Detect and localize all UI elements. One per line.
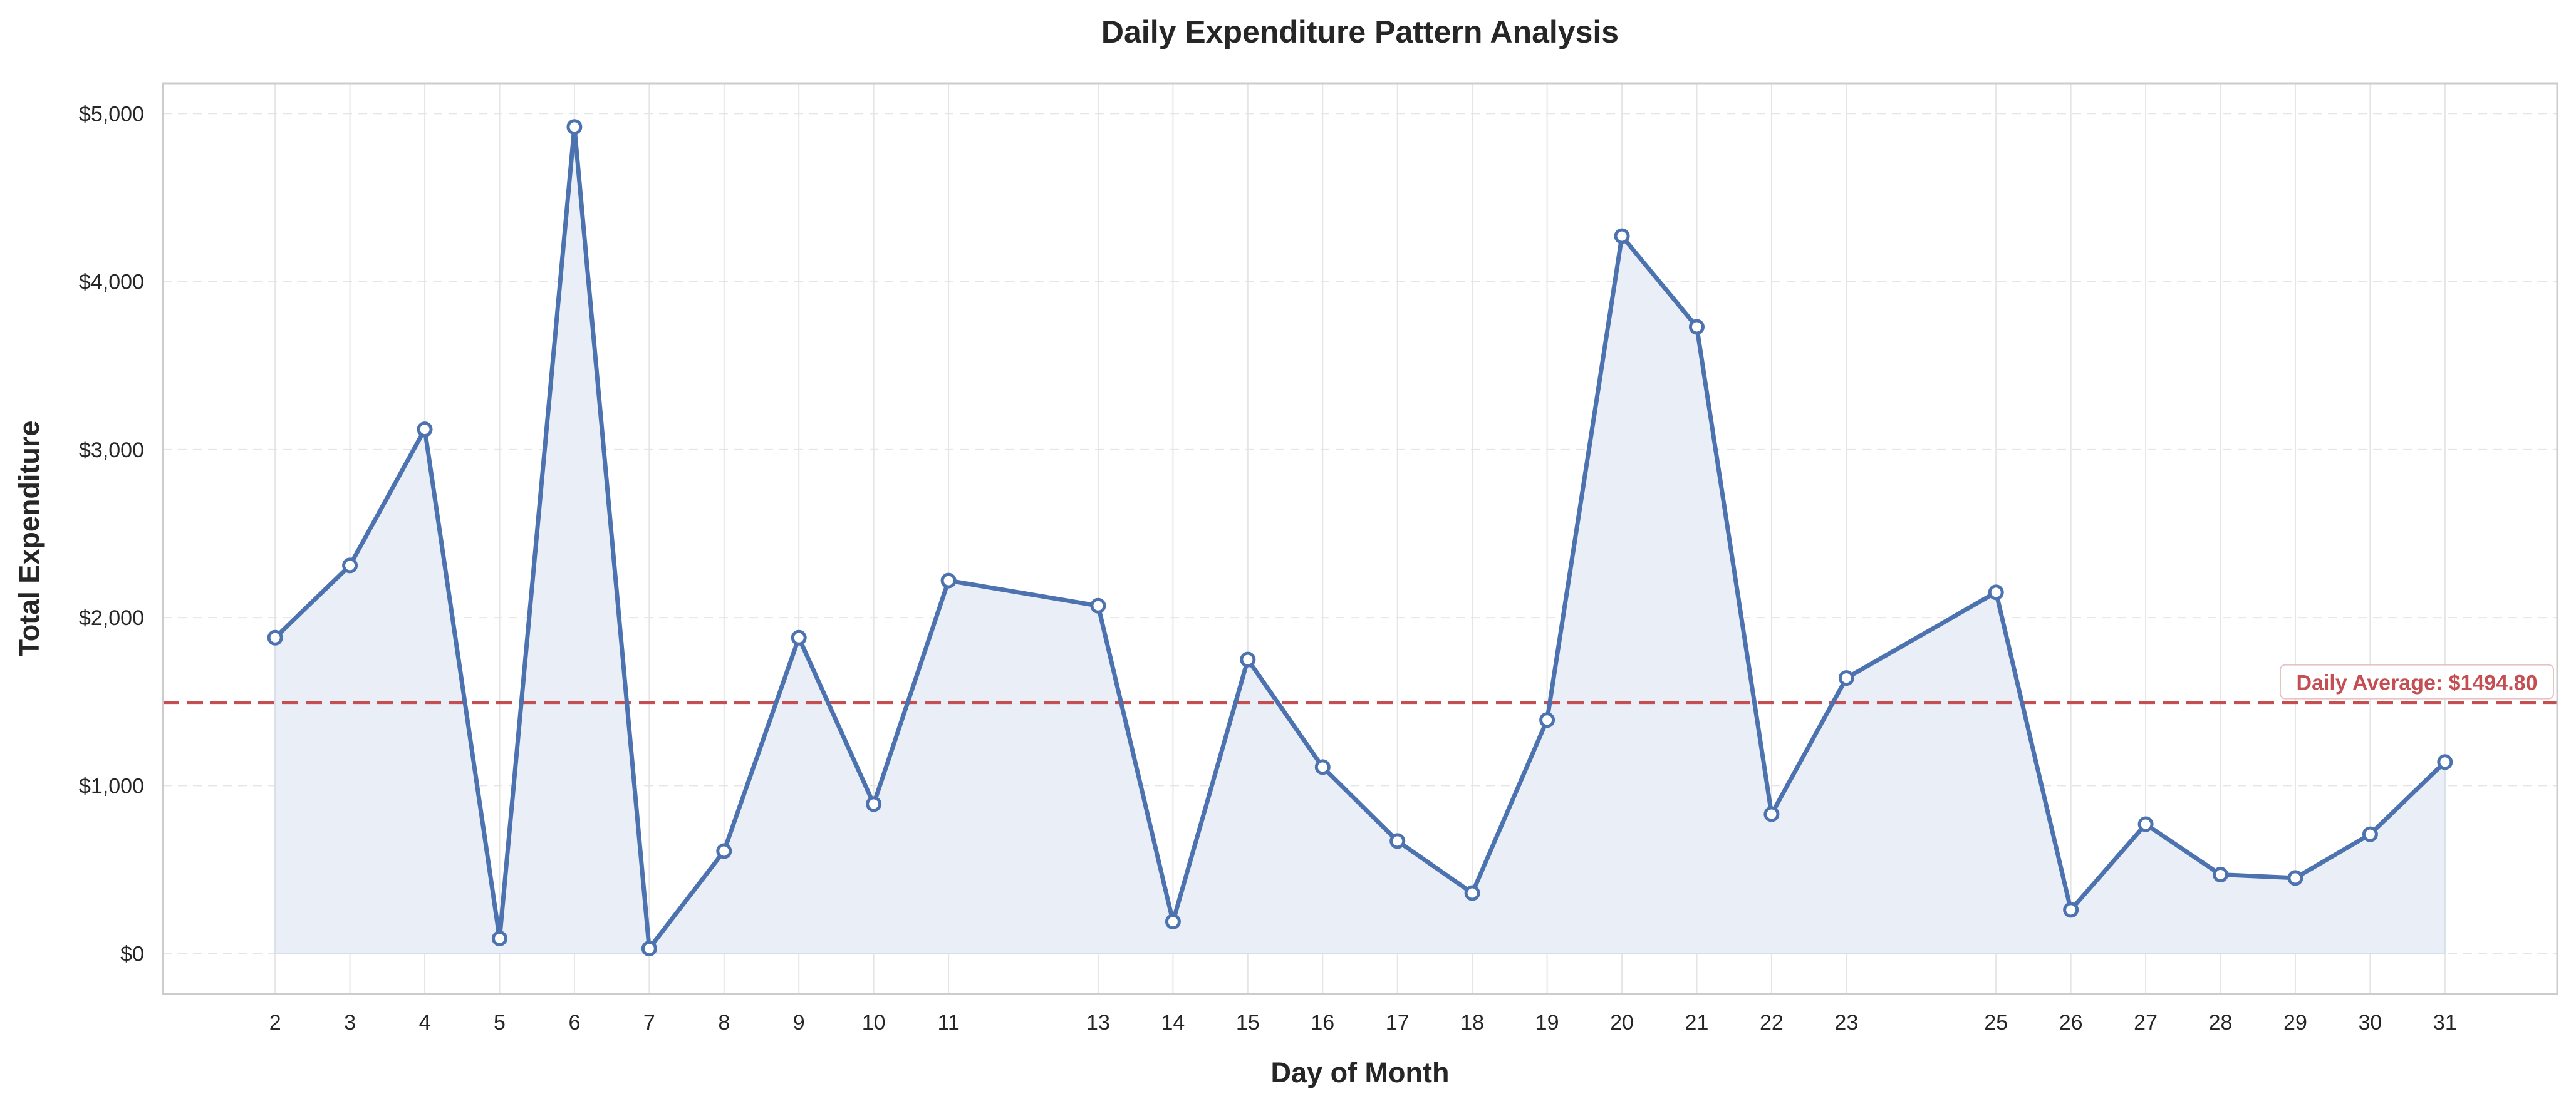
x-tick-label: 22 [1760,1011,1784,1035]
data-point [2063,902,2079,918]
data-point [1688,319,1705,335]
data-point [267,629,283,646]
data-point [417,421,433,438]
data-points [267,119,2453,957]
x-tick-label: 31 [2433,1011,2457,1035]
data-point [791,629,807,646]
x-tick-label: 5 [494,1011,506,1035]
x-tick-label: 2 [269,1011,281,1035]
x-tick-label: 23 [1834,1011,1858,1035]
data-point [342,557,358,574]
area-under-line [274,127,2446,954]
area-fill [274,127,2446,954]
x-tick-label: 3 [344,1011,356,1035]
data-point [491,930,507,946]
data-point [1464,885,1480,901]
y-tick-label: $3,000 [79,438,144,462]
x-tick-label: 7 [643,1011,655,1035]
data-point [2437,754,2453,770]
y-tick-label: $0 [120,943,144,966]
x-tick-label: 6 [568,1011,580,1035]
data-point [1838,670,1854,686]
data-point [2137,816,2154,832]
x-tick-label: 13 [1086,1011,1110,1035]
x-tick-label: 14 [1161,1011,1185,1035]
data-point [866,796,882,812]
x-tick-label: 19 [1535,1011,1559,1035]
x-tick-label: 8 [718,1011,730,1035]
data-point [716,843,732,859]
average-label: Daily Average: $1494.80 [2297,671,2538,695]
data-point [1240,651,1256,668]
y-tick-label: $2,000 [79,606,144,630]
x-axis-label: Day of Month [1271,1057,1450,1088]
x-tick-label: 9 [793,1011,805,1035]
x-tick-label: 26 [2059,1011,2083,1035]
x-tick-label: 16 [1311,1011,1334,1035]
x-tick-label: 27 [2134,1011,2158,1035]
plot-frame [162,82,2558,995]
y-tick-label: $1,000 [79,774,144,798]
average-line-group: Daily Average: $1494.80 [163,664,2557,705]
y-axis-label: Total Expenditure [13,421,45,657]
x-tick-label: 25 [1984,1011,2008,1035]
data-point [1988,584,2004,601]
y-tick-label: $4,000 [79,271,144,294]
x-tick-label: 20 [1610,1011,1634,1035]
data-point [566,119,583,135]
series-line [273,125,2448,951]
tick-labels: 2 3 4 5 6 7 8 9 10 11 13 14 15 16 17 18 19 20 21 22 23 25 26 27… [79,102,2457,1035]
x-tick-label: 4 [419,1011,431,1035]
data-point [1314,759,1331,775]
data-point [2362,826,2378,842]
x-tick-label: 30 [2358,1011,2382,1035]
x-tick-label: 11 [937,1011,959,1035]
data-point [1763,806,1780,822]
y-tick-label: $5,000 [79,102,144,126]
data-point [1090,597,1106,614]
data-point [2287,870,2303,886]
chart-title: Daily Expenditure Pattern Analysis [1101,14,1619,49]
data-point [940,572,957,589]
x-tick-label: 28 [2209,1011,2233,1035]
data-point [641,941,657,957]
data-point [1389,833,1406,849]
x-tick-label: 17 [1386,1011,1410,1035]
x-tick-label: 15 [1236,1011,1260,1035]
data-point [1539,712,1555,728]
series-line-group [273,125,2448,951]
x-tick-label: 18 [1460,1011,1484,1035]
data-point [1614,228,1630,244]
x-tick-label: 21 [1685,1011,1709,1035]
data-point [1165,914,1181,930]
x-tick-label: 10 [862,1011,886,1035]
x-tick-label: 29 [2283,1011,2307,1035]
data-point [2213,867,2229,883]
average-label-background [2280,664,2554,700]
